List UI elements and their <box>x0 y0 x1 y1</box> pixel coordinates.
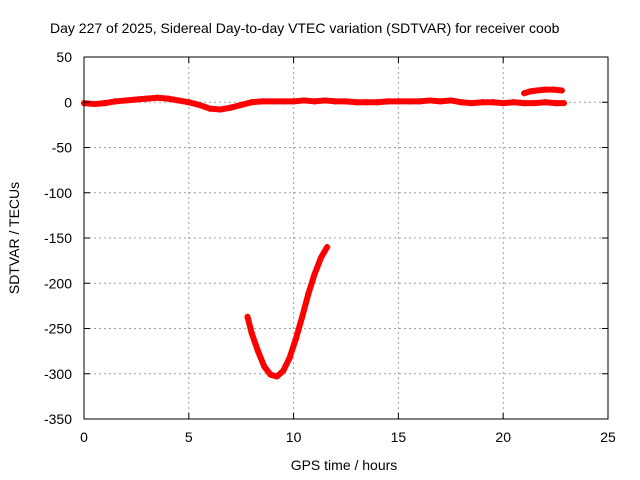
x-tick-label: 0 <box>80 429 88 445</box>
y-tick-labels: 50 0 -50 -100 -150 -200 -250 -300 -350 <box>44 49 72 427</box>
point-trace <box>286 336 299 362</box>
point-trace <box>248 330 261 355</box>
x-tick-label: 20 <box>495 429 511 445</box>
point-trace <box>317 244 331 261</box>
x-tick-label: 10 <box>286 429 302 445</box>
series-1 <box>81 94 567 113</box>
y-tick-label: -50 <box>52 140 72 156</box>
x-tick-labels: 0 5 10 15 20 25 <box>80 429 616 445</box>
y-tick-label: -200 <box>44 275 72 291</box>
axis-ticks <box>83 56 609 420</box>
x-axis-label: GPS time / hours <box>291 457 398 473</box>
data-point <box>558 87 565 94</box>
y-tick-label: -100 <box>44 185 72 201</box>
series-2 <box>521 86 565 97</box>
x-tick-label: 5 <box>185 429 193 445</box>
x-tick-label: 15 <box>391 429 407 445</box>
x-tick-label: 25 <box>600 429 616 445</box>
chart-title: Day 227 of 2025, Sidereal Day-to-day VTE… <box>50 20 560 36</box>
data-points <box>81 86 567 380</box>
y-tick-label: 50 <box>56 49 72 65</box>
y-tick-label: -350 <box>44 411 72 427</box>
data-point <box>324 244 331 251</box>
grid <box>84 57 608 419</box>
y-tick-label: -150 <box>44 230 72 246</box>
series-3 <box>244 244 331 380</box>
point-trace <box>298 291 312 321</box>
y-tick-label: 0 <box>64 94 72 110</box>
y-tick-label: -250 <box>44 321 72 337</box>
point-trace <box>292 314 305 343</box>
point-trace <box>305 271 318 298</box>
data-point <box>560 100 567 107</box>
y-tick-label: -300 <box>44 366 72 382</box>
y-axis-label: SDTVAR / TECUs <box>6 182 22 294</box>
